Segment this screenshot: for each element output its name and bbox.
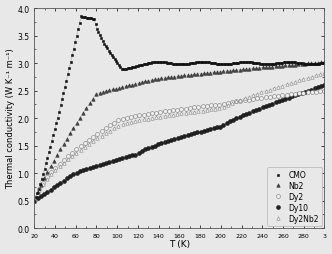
X-axis label: T (K): T (K) [169,240,190,248]
Legend: CMO, Nb2, Dy2, Dy10, Dy2Nb2: CMO, Nb2, Dy2, Dy10, Dy2Nb2 [267,167,322,226]
Y-axis label: Thermal conductivity (W K⁻¹ m⁻¹): Thermal conductivity (W K⁻¹ m⁻¹) [6,49,15,189]
